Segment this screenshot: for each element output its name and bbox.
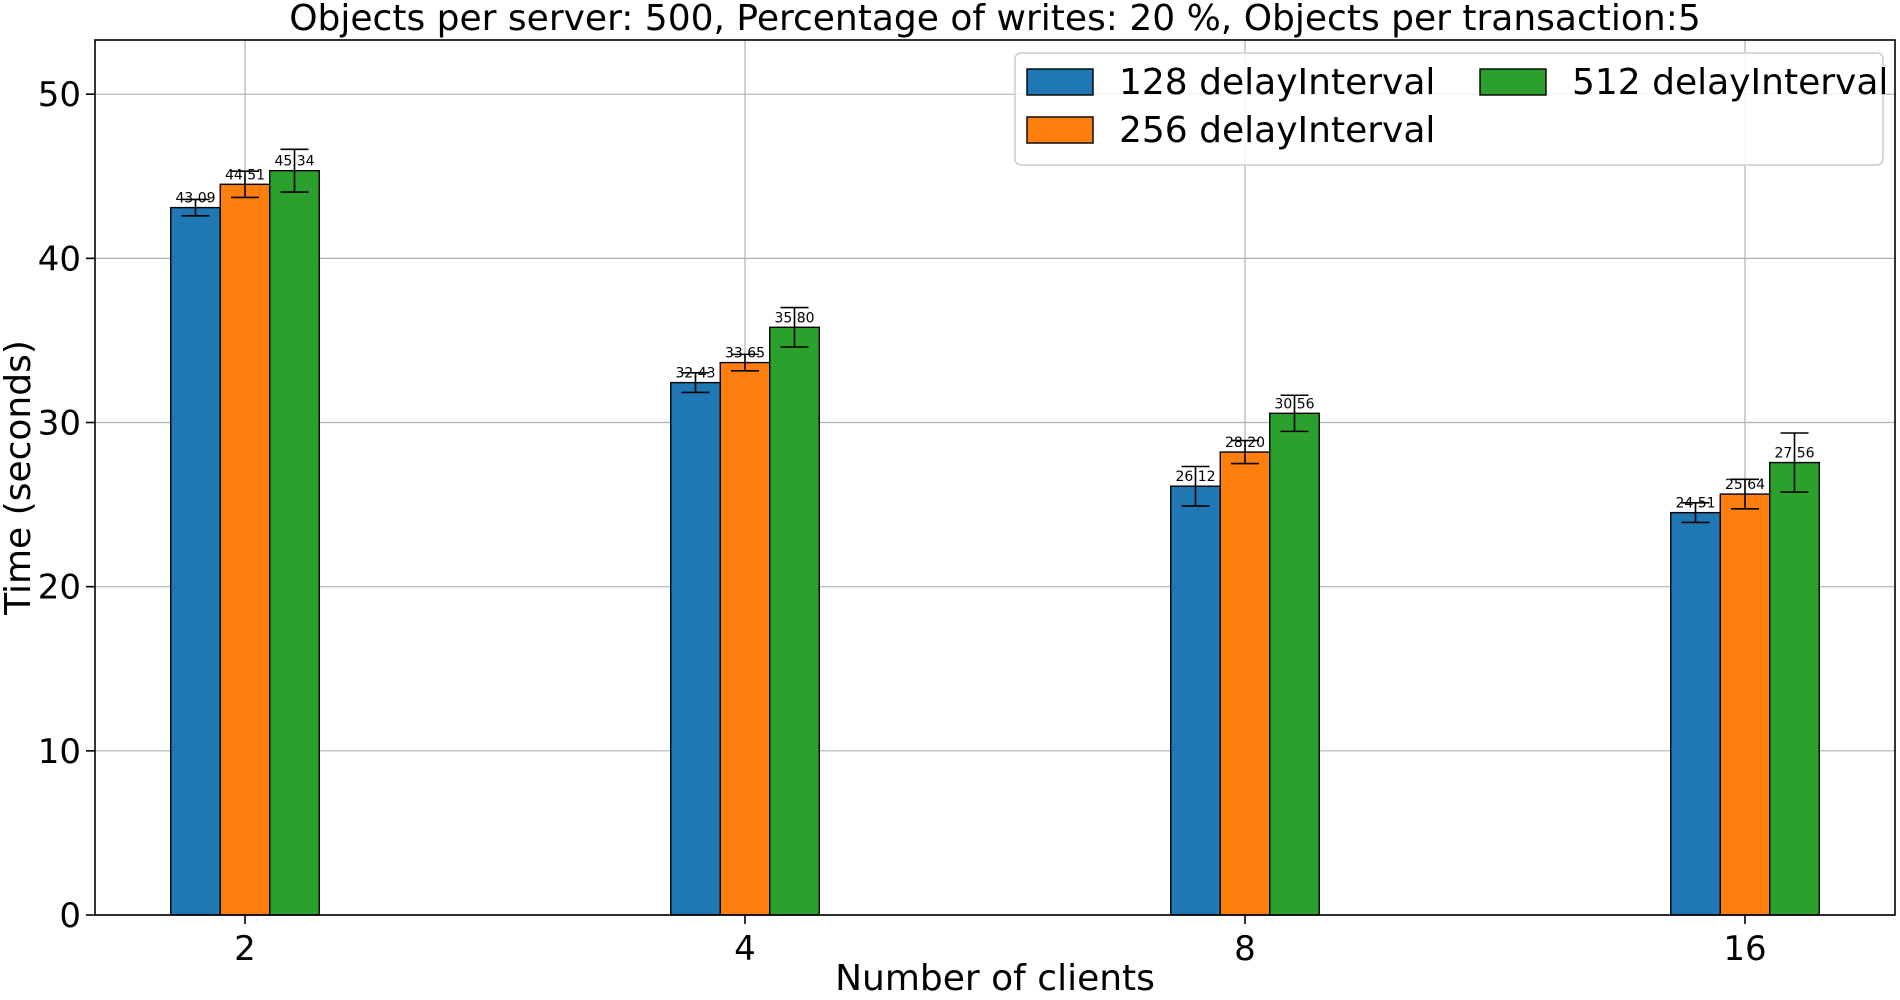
plot-frame [94, 39, 1896, 916]
bar-256-8 [1219, 451, 1271, 916]
data-label: 32.43 [675, 366, 715, 382]
y-tick-label: 10 [38, 732, 81, 772]
x-tick-label: 2 [234, 929, 256, 969]
legend-label: 256 delayInterval [1119, 110, 1435, 151]
data-label: 25.64 [1725, 477, 1765, 493]
bars: 43.09 32.43 26.12 24.51 44.51 33.65 28.20 25.64… [170, 148, 1820, 916]
data-label: 27.56 [1774, 446, 1814, 462]
x-tick-label: 16 [1723, 929, 1766, 969]
bar-512-8 [1269, 412, 1320, 916]
legend-swatch [1479, 68, 1547, 96]
data-label: 44.51 [225, 167, 265, 183]
bar-128-16 [1670, 511, 1721, 916]
legend: 128 delayInterval 256 delayInterval 512 de… [1014, 52, 1888, 166]
bar-512-16 [1769, 461, 1820, 916]
bar-128-2 [170, 206, 221, 916]
data-label: 28.20 [1225, 435, 1265, 451]
y-tick-label: 30 [38, 404, 81, 444]
x-tick-label: 4 [734, 929, 756, 969]
bar-512-2 [269, 169, 320, 916]
data-label: 45.34 [274, 154, 314, 170]
y-axis-title: Time (seconds) [0, 340, 39, 616]
bar-256-16 [1719, 493, 1771, 916]
x-axis-title: Number of clients [835, 958, 1155, 999]
legend-label: 512 delayInterval [1572, 62, 1888, 103]
y-tick-label: 50 [38, 75, 81, 115]
data-label: 24.51 [1675, 496, 1715, 512]
data-label: 26.12 [1175, 469, 1215, 485]
y-tick-label: 20 [38, 568, 81, 608]
data-label: 35.80 [774, 310, 814, 326]
chart-title: Objects per server: 500, Percentage of w… [289, 0, 1701, 39]
data-label: 30.56 [1274, 396, 1314, 412]
legend-swatch [1026, 116, 1094, 144]
y-tick-label: 0 [59, 896, 81, 936]
grid [95, 40, 1895, 916]
axes: 0 10 20 30 40 50 2 4 8 16 [38, 75, 1767, 969]
data-label: 33.65 [725, 346, 765, 362]
bar-512-4 [769, 326, 820, 916]
legend-swatch [1026, 68, 1094, 96]
legend-box [1014, 52, 1884, 166]
legend-label: 128 delayInterval [1119, 62, 1435, 103]
y-tick-label: 40 [38, 239, 81, 279]
bar-128-4 [670, 381, 721, 916]
x-tick-label: 8 [1234, 929, 1256, 969]
data-label: 43.09 [175, 191, 215, 207]
bar-256-2 [219, 183, 271, 916]
bar-128-8 [1170, 485, 1221, 916]
bar-256-4 [719, 361, 771, 916]
